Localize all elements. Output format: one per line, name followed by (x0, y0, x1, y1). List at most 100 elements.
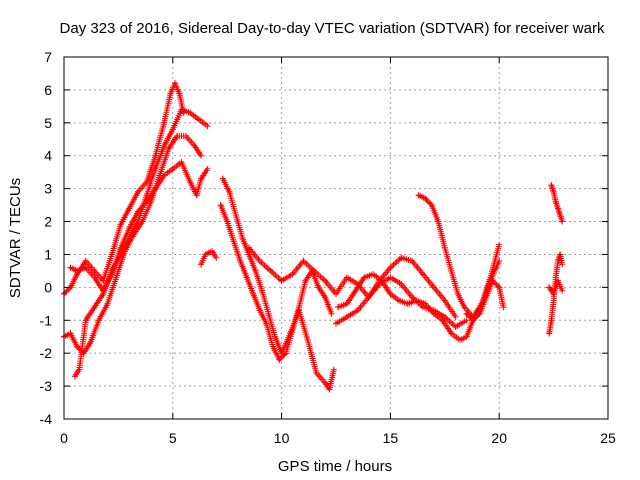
data-point (256, 258, 263, 264)
data-point (91, 304, 98, 311)
data-point (250, 290, 257, 297)
data-point (439, 317, 446, 324)
data-point (95, 317, 102, 324)
series-track-8 (246, 244, 459, 320)
data-point (143, 179, 150, 186)
data-point (322, 379, 329, 386)
data-point (117, 244, 124, 251)
data-point (322, 277, 329, 284)
series-track-6 (217, 202, 335, 363)
data-point (161, 172, 168, 179)
data-point (269, 343, 276, 350)
data-point (289, 271, 296, 278)
data-point (559, 261, 566, 268)
series-trail (548, 182, 565, 223)
x-axis-label: GPS time / hours (278, 458, 392, 475)
x-tick-label: 20 (491, 430, 507, 446)
data-point (178, 106, 185, 113)
y-tick-label: 7 (44, 49, 52, 65)
data-point (278, 277, 285, 284)
data-point (463, 317, 470, 324)
data-point (441, 244, 448, 251)
series-track-4 (67, 159, 211, 294)
data-point (326, 386, 333, 393)
data-point (108, 271, 115, 278)
data-point (172, 80, 178, 87)
data-point (237, 258, 244, 264)
data-point (559, 287, 566, 294)
data-point (335, 304, 342, 311)
data-point (174, 133, 181, 139)
data-point (387, 290, 394, 297)
data-point (193, 192, 200, 199)
data-point (191, 142, 198, 149)
data-point (198, 175, 205, 182)
data-point (428, 202, 435, 209)
data-point (548, 182, 555, 189)
x-tick-label: 5 (169, 430, 177, 446)
axis-ticks (63, 56, 609, 420)
data-point (557, 251, 564, 258)
data-point (559, 218, 566, 225)
data-point (387, 274, 394, 281)
data-point (483, 294, 490, 301)
data-point (422, 195, 429, 202)
y-tick-labels: -4 -3 -2 -1 0 1 2 3 4 5 6 7 (40, 49, 53, 427)
data-point (246, 244, 252, 251)
data-point (457, 337, 463, 343)
data-point (204, 165, 211, 172)
data-point (415, 192, 422, 199)
data-point (315, 284, 322, 291)
series-track-15 (546, 277, 566, 297)
x-tick-label: 15 (383, 430, 399, 446)
data-point (226, 188, 233, 195)
data-point (287, 330, 294, 337)
data-point (448, 330, 455, 337)
data-point (448, 267, 455, 274)
data-point (470, 317, 477, 324)
data-point (82, 258, 89, 264)
data-point (209, 248, 215, 255)
data-point (198, 261, 205, 268)
data-point (252, 267, 259, 274)
data-point (430, 284, 437, 291)
data-point (378, 277, 385, 284)
data-point (213, 254, 220, 261)
data-point (454, 290, 461, 297)
data-point (169, 126, 176, 133)
data-point (302, 277, 309, 284)
data-point (420, 271, 426, 278)
plot-frame (63, 56, 609, 420)
y-tick-label: 4 (44, 148, 52, 164)
data-point (435, 218, 442, 225)
data-point (461, 304, 468, 311)
data-point (552, 198, 559, 205)
data-point (195, 116, 202, 123)
grid (64, 57, 608, 419)
data-point (441, 297, 448, 304)
data-point (304, 337, 311, 343)
data-point (552, 274, 559, 281)
data-point (265, 310, 272, 317)
data-point (259, 287, 265, 294)
data-point (555, 277, 561, 284)
data-point (365, 294, 372, 301)
data-point (246, 251, 252, 258)
data-point (500, 304, 507, 311)
data-point (409, 294, 416, 301)
series-track-11 (415, 192, 503, 320)
data-point (452, 314, 459, 320)
data-point (413, 297, 420, 304)
series-track-7 (219, 175, 337, 393)
data-point (463, 333, 470, 340)
data-point (550, 297, 557, 304)
data-point (452, 323, 459, 330)
data-point (550, 188, 557, 195)
data-point (555, 205, 561, 212)
data-point (300, 258, 307, 264)
data-point (161, 142, 168, 149)
y-tick-label: -3 (40, 378, 53, 394)
data-point (278, 350, 285, 357)
data-point (135, 208, 141, 215)
